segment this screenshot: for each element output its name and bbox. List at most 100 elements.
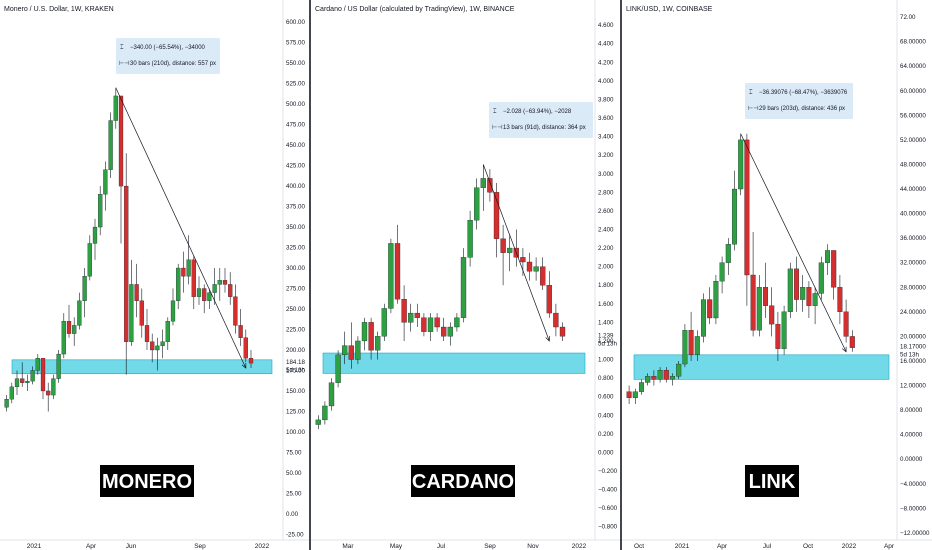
candle [40,358,46,400]
candle-body [66,321,72,334]
candle [837,275,843,325]
measure-bars-distance: 30 bars (210d), distance: 557 px [130,61,216,67]
price-tick-label: 1.600 [598,301,614,308]
candle-body [533,266,539,272]
price-tick-label: -25.00 [286,531,304,538]
candle-body [238,325,243,338]
price-tick-label: 0.00 [286,511,299,518]
candle [51,374,56,400]
candle-body [348,345,354,360]
candle [355,336,361,365]
candle [526,252,533,281]
candle [348,322,354,369]
price-tick-label: 1.000 [598,357,614,364]
candle-body [408,312,414,323]
coin-label-bg [100,465,194,497]
candle [66,304,72,338]
candle [781,305,787,355]
candle-body [831,250,837,288]
price-tick-label: 60.00000 [900,88,926,95]
candle [559,322,566,341]
price-tick-label: 8.00000 [900,407,923,414]
candle-body [669,376,676,380]
candle-body [328,382,335,407]
price-tick-label: 20.00000 [900,333,926,340]
candle [4,395,9,412]
candle-body [98,194,103,228]
candle [487,169,493,202]
candle-body [103,169,108,195]
candle [388,238,394,314]
candle [493,183,500,258]
candle [144,309,150,350]
candle-body [40,358,46,392]
candle [441,317,447,341]
candle [315,415,321,430]
price-tick-label: 4.000 [598,78,614,85]
price-tick-label: 4.00000 [900,432,923,439]
price-tick-label: 40.00000 [900,211,926,218]
candle [233,284,238,334]
time-tick-label: Jul [437,543,446,550]
price-tick-label: 68.00000 [900,39,926,46]
candle-body [61,321,66,355]
candle-body [707,299,713,319]
candle-body [812,293,818,306]
candle [713,275,719,325]
candle [87,235,92,281]
candle-body [322,405,328,421]
candle-body [553,312,559,328]
candle-body [781,311,787,349]
price-tick-label: 64.00000 [900,63,926,70]
candle [77,292,82,330]
price-tick-label: 150.00 [286,388,305,395]
candle-body [191,259,196,297]
candle-body [124,185,129,342]
time-tick-label: Sep [484,543,496,550]
candle [408,303,414,332]
price-tick-label: 4.200 [598,59,614,66]
candle-body [520,257,526,263]
price-tick-label: 450.00 [286,142,305,149]
candle-body [315,419,321,425]
price-tick-label: 600.00 [286,19,305,26]
measure-trendline [740,133,847,352]
chart-panel-monero: Monero / U.S. Dollar, 1W, KRAKEN 600.00 57… [0,0,311,550]
candle [507,234,513,272]
candle [769,287,775,337]
candle-body [30,370,35,382]
chart-panel-cardano: Cardano / US Dollar (calculated by Tradi… [311,0,622,550]
candle-body [694,336,700,355]
support-zone [11,359,273,375]
candle-body [427,317,434,332]
candle [401,285,407,341]
price-tick-label: 3.600 [598,115,614,122]
candle-body [186,259,191,277]
candle [368,317,374,360]
price-tick-label: 275.00 [286,286,305,293]
candle [533,257,539,281]
candle [460,248,467,323]
measure-trendline [115,87,247,369]
candle-body [196,288,202,297]
price-tick-label: 475.00 [286,122,305,129]
candle-body [381,308,387,337]
candle [124,153,129,375]
candle [113,87,118,129]
price-tick-label: 0.800 [598,375,614,382]
countdown-label: 5d 13h [286,367,305,374]
candle [170,288,176,326]
price-tick-label: 250.00 [286,306,305,313]
candle [645,373,651,386]
candle-body [342,345,348,356]
coin-label-bg [745,465,799,497]
candle-body [775,323,781,349]
candle-body [388,243,394,309]
candle [186,235,191,285]
price-tick-label: 175.00 [286,367,305,374]
chart-title: LINK/USD, 1W, COINBASE [626,6,713,13]
candle [626,385,632,404]
price-tick-label: 4.400 [598,41,614,48]
candle [335,350,341,388]
